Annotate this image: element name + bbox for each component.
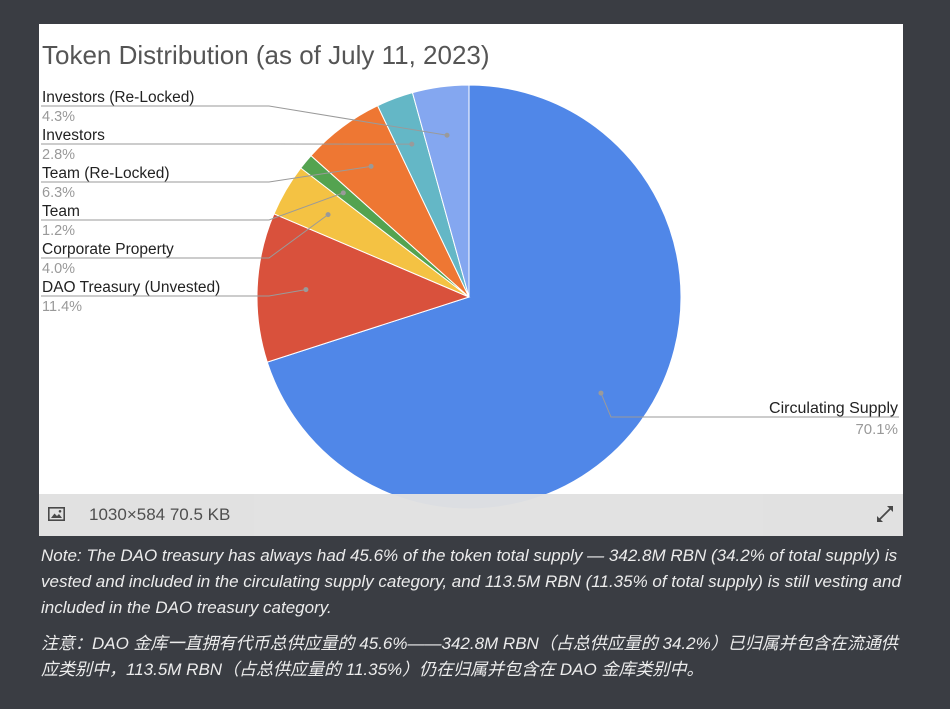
chart-title: Token Distribution (as of July 11, 2023) (42, 40, 490, 70)
chart-card: Token Distribution (as of July 11, 2023)… (39, 24, 903, 536)
callout-dot (368, 163, 374, 169)
slice-label: Investors (Re-Locked) (42, 89, 194, 106)
callout-team: Team 1.2% (41, 190, 346, 239)
pie-chart: Token Distribution (as of July 11, 2023)… (41, 40, 899, 510)
slice-percent: 11.4% (42, 299, 82, 315)
slice-percent: 1.2% (42, 223, 75, 239)
note-english: Note: The DAO treasury has always had 45… (41, 546, 901, 617)
slice-percent: 4.3% (42, 109, 75, 125)
callout-dot (444, 132, 450, 138)
slice-percent: 70.1% (855, 421, 898, 438)
callout-dot (409, 141, 415, 147)
callout-dot (303, 287, 309, 293)
pie-slice-dao-treasury-unvested (256, 213, 471, 363)
slice-label: Circulating Supply (769, 400, 898, 417)
image-meta: 1030×584 70.5 KB (89, 505, 231, 524)
pie-slice-circulating-supply (266, 84, 682, 510)
slice-label: DAO Treasury (Unvested) (42, 279, 220, 296)
callout-dot (325, 212, 331, 218)
callout-corporate-property: Corporate Property 4.0% (41, 212, 331, 277)
image-icon (48, 507, 65, 521)
note-chinese: 注意：DAO 金库一直拥有代币总供应量的 45.6%——342.8M RBN（占… (41, 634, 898, 679)
slice-label: Team (Re-Locked) (42, 165, 170, 182)
callout-dao-treasury-unvested: DAO Treasury (Unvested) 11.4% (41, 279, 309, 315)
slice-percent: 2.8% (42, 147, 75, 163)
slice-percent: 6.3% (42, 185, 75, 201)
slice-label: Team (42, 203, 80, 220)
slice-label: Corporate Property (42, 241, 174, 258)
callout-investors: Investors 2.8% (41, 127, 415, 163)
expand-icon[interactable] (876, 505, 894, 523)
callout-investors-re-locked: Investors (Re-Locked) 4.3% (41, 89, 450, 138)
slice-label: Investors (42, 127, 105, 144)
callout-team-re-locked: Team (Re-Locked) 6.3% (41, 163, 374, 201)
callout-dot (598, 390, 604, 396)
slice-percent: 4.0% (42, 261, 75, 277)
callout-dot (340, 190, 346, 196)
pie-slice-investors-re-locked (411, 84, 470, 298)
callout-circulating-supply: Circulating Supply 70.1% (598, 390, 899, 438)
image-info-bar: 1030×584 70.5 KB (39, 494, 903, 536)
